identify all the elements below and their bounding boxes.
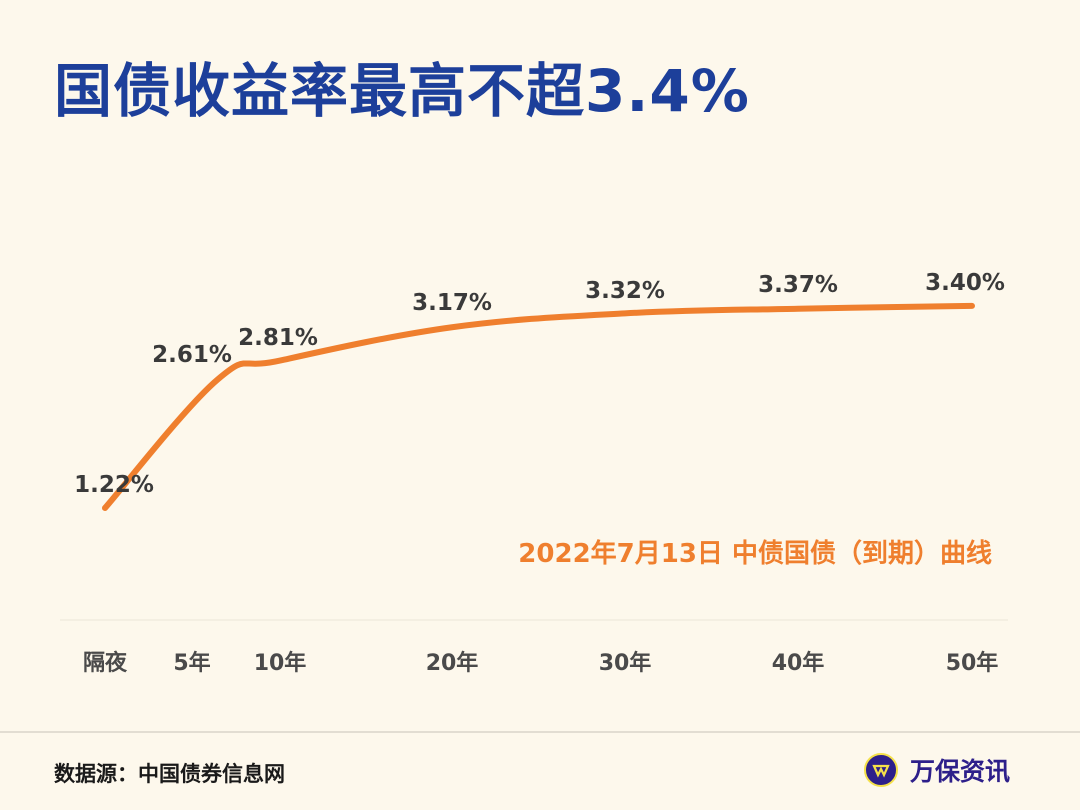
data-label: 3.17% xyxy=(412,290,492,316)
data-label: 2.81% xyxy=(238,325,318,351)
data-label: 2.61% xyxy=(152,342,232,368)
x-tick-label: 10年 xyxy=(254,650,307,676)
data-label: 3.37% xyxy=(758,272,838,298)
brand: 万保资讯 xyxy=(864,752,1010,788)
brand-name: 万保资讯 xyxy=(910,757,1011,786)
chart-title: 国债收益率最高不超3.4% xyxy=(54,57,750,125)
data-label: 3.32% xyxy=(585,278,665,304)
x-tick-label: 隔夜 xyxy=(83,650,128,676)
brand-logo-icon xyxy=(864,753,898,787)
x-tick-label: 20年 xyxy=(426,650,479,676)
data-label: 1.22% xyxy=(74,472,154,498)
x-tick-label: 30年 xyxy=(599,650,652,676)
yield-curve-chart: 2022年7月13日 中债国债（到期）曲线 1.22% 隔夜 2.61% 5年 2.81… xyxy=(60,270,1008,676)
series-line xyxy=(102,302,975,511)
chart-annotation: 2022年7月13日 中债国债（到期）曲线 xyxy=(518,538,992,569)
data-source: 数据源：中国债券信息网 xyxy=(54,762,285,786)
x-tick-label: 5年 xyxy=(173,650,210,676)
footer-divider xyxy=(0,731,1080,733)
data-label: 3.40% xyxy=(925,270,1005,296)
x-tick-label: 40年 xyxy=(772,650,825,676)
x-tick-label: 50年 xyxy=(946,650,999,676)
